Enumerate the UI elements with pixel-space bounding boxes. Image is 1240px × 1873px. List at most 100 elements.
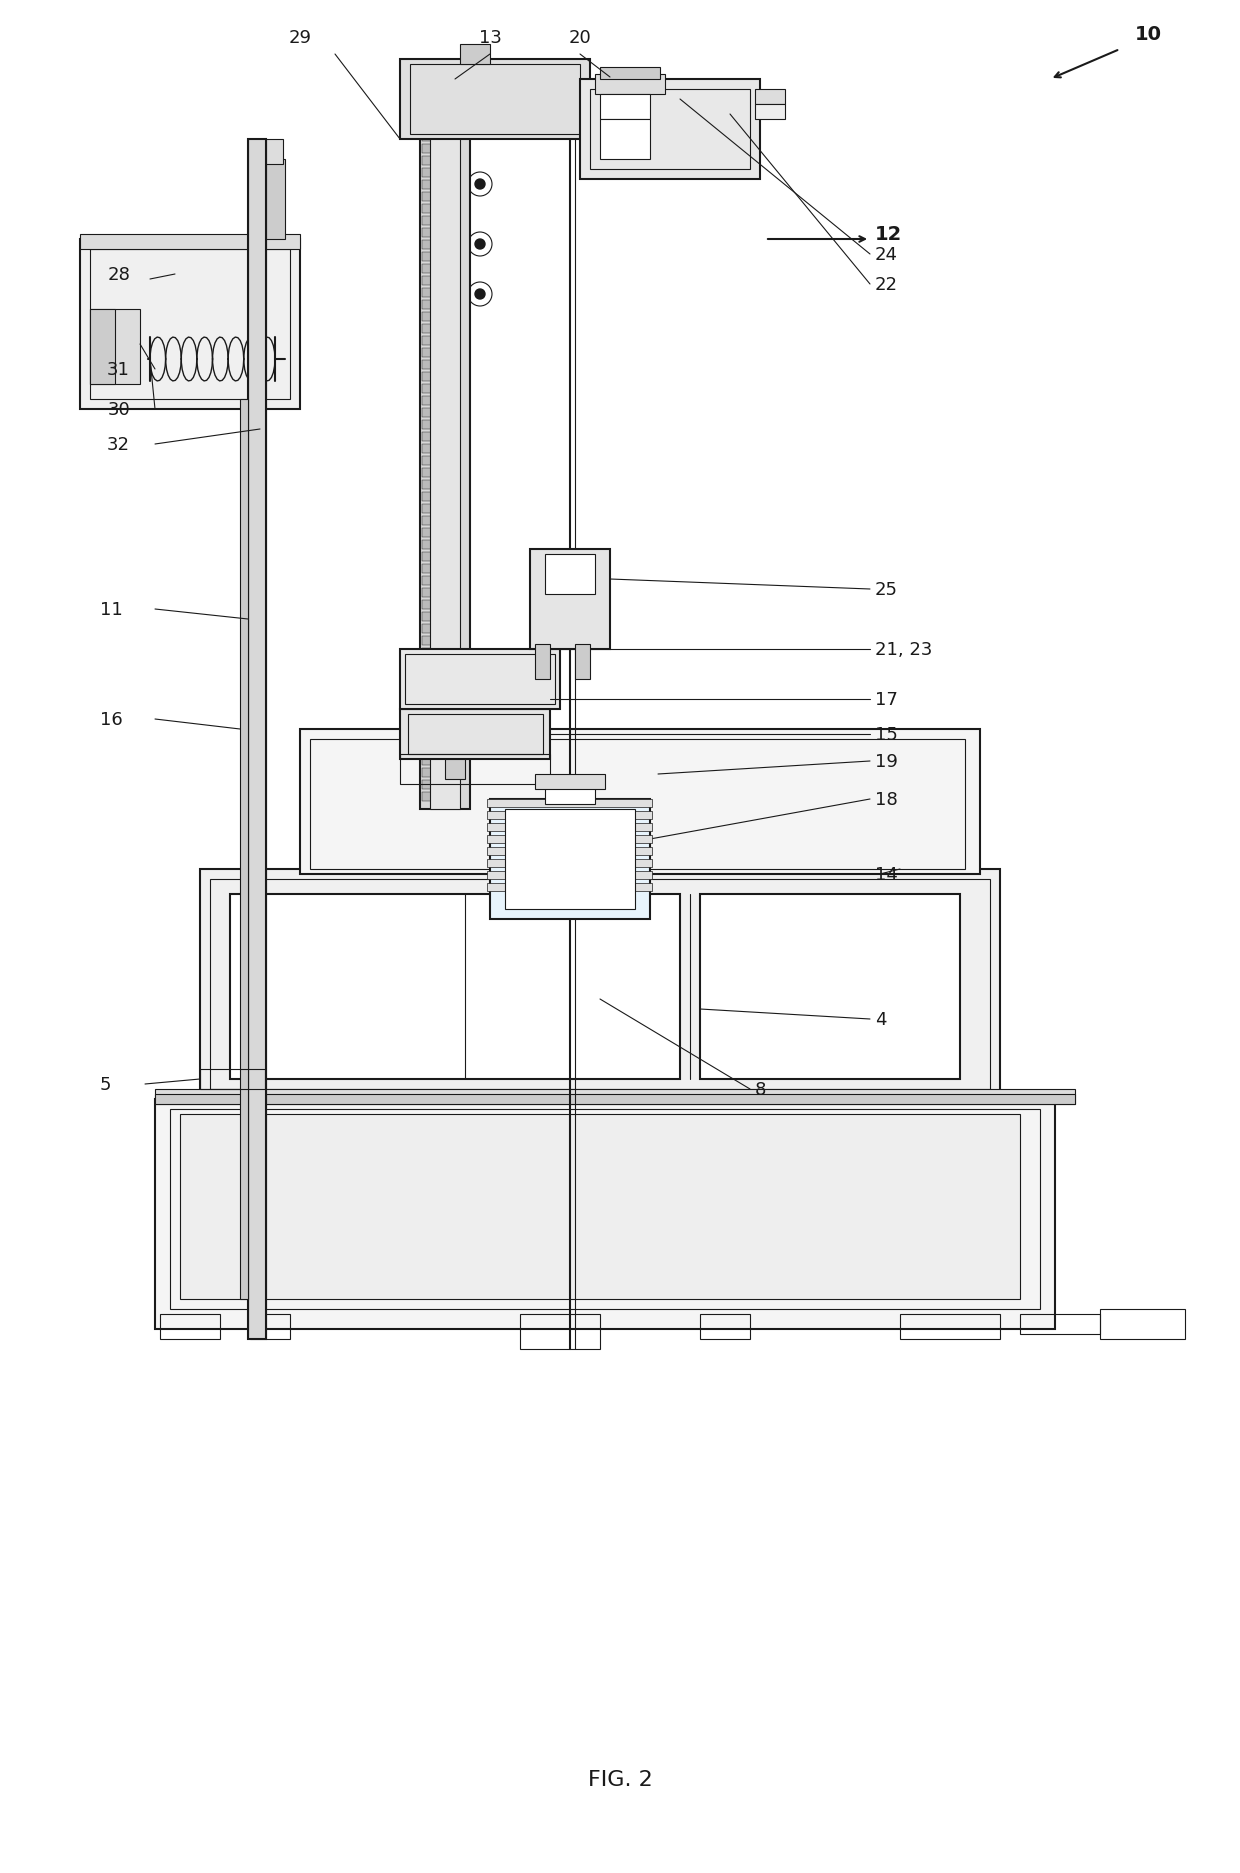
Text: 30: 30 bbox=[107, 401, 130, 420]
Bar bbox=[575, 644, 590, 680]
Bar bbox=[600, 96, 650, 120]
Bar bbox=[580, 81, 760, 180]
Bar bbox=[422, 324, 432, 333]
Bar bbox=[91, 309, 140, 384]
Bar bbox=[405, 656, 556, 704]
Bar bbox=[210, 880, 990, 1090]
Bar bbox=[422, 637, 432, 646]
Bar bbox=[200, 869, 999, 1099]
Bar bbox=[422, 433, 432, 442]
Bar bbox=[422, 253, 432, 262]
Text: 22: 22 bbox=[875, 275, 898, 294]
Text: 21, 23: 21, 23 bbox=[875, 641, 932, 659]
Bar bbox=[487, 848, 652, 856]
Bar bbox=[81, 240, 300, 410]
Bar bbox=[430, 81, 460, 809]
Bar bbox=[422, 337, 432, 347]
Text: 16: 16 bbox=[100, 710, 123, 729]
Text: 24: 24 bbox=[875, 245, 898, 264]
Bar bbox=[422, 84, 432, 94]
Bar bbox=[422, 588, 432, 597]
Bar bbox=[260, 159, 285, 240]
Bar bbox=[422, 468, 432, 478]
Bar bbox=[422, 361, 432, 369]
Circle shape bbox=[475, 290, 485, 300]
Bar bbox=[534, 644, 551, 680]
Bar bbox=[422, 493, 432, 502]
Bar bbox=[250, 1315, 290, 1339]
Bar bbox=[422, 157, 432, 167]
Circle shape bbox=[486, 125, 494, 135]
Bar bbox=[422, 612, 432, 622]
Bar bbox=[422, 672, 432, 682]
Bar bbox=[546, 785, 595, 805]
Text: 25: 25 bbox=[875, 581, 898, 599]
Bar bbox=[422, 528, 432, 538]
Text: 17: 17 bbox=[875, 691, 898, 708]
Bar bbox=[422, 109, 432, 118]
Bar bbox=[422, 277, 432, 287]
Text: 4: 4 bbox=[875, 1010, 887, 1028]
Bar bbox=[755, 105, 785, 120]
Bar bbox=[534, 775, 605, 790]
Bar bbox=[422, 421, 432, 429]
Circle shape bbox=[475, 180, 485, 189]
Text: FIG. 2: FIG. 2 bbox=[588, 1770, 652, 1789]
Bar bbox=[422, 457, 432, 466]
Bar bbox=[155, 1090, 1075, 1105]
Circle shape bbox=[560, 1264, 570, 1274]
Bar bbox=[422, 264, 432, 273]
Bar bbox=[410, 66, 580, 135]
Bar bbox=[490, 800, 650, 920]
Bar bbox=[590, 90, 750, 170]
Text: 13: 13 bbox=[479, 28, 501, 47]
Bar bbox=[422, 242, 432, 249]
Bar bbox=[422, 302, 432, 309]
Bar bbox=[487, 811, 652, 820]
Bar bbox=[422, 182, 432, 189]
Bar bbox=[422, 781, 432, 790]
Bar bbox=[422, 601, 432, 611]
Bar bbox=[422, 504, 432, 513]
Text: 18: 18 bbox=[875, 790, 898, 809]
Bar bbox=[160, 1315, 219, 1339]
Bar bbox=[422, 553, 432, 562]
Bar bbox=[401, 60, 590, 140]
Bar bbox=[229, 895, 680, 1079]
Bar bbox=[422, 384, 432, 393]
Bar bbox=[487, 860, 652, 867]
Bar bbox=[422, 626, 432, 633]
Text: 20: 20 bbox=[569, 28, 591, 47]
Bar bbox=[422, 577, 432, 586]
Bar bbox=[401, 710, 551, 760]
Bar bbox=[529, 549, 610, 650]
Bar bbox=[420, 81, 470, 809]
Bar bbox=[300, 730, 980, 875]
Bar bbox=[155, 1094, 1075, 1105]
Bar bbox=[422, 564, 432, 573]
Bar bbox=[422, 348, 432, 358]
Bar bbox=[155, 1099, 1055, 1330]
Bar bbox=[422, 408, 432, 418]
Bar bbox=[422, 768, 432, 777]
Text: 15: 15 bbox=[875, 725, 898, 744]
Bar bbox=[422, 732, 432, 742]
Bar bbox=[422, 122, 432, 129]
Text: 31: 31 bbox=[107, 361, 130, 378]
Bar bbox=[505, 809, 635, 910]
Bar bbox=[422, 229, 432, 238]
Bar bbox=[422, 708, 432, 717]
Text: 14: 14 bbox=[875, 865, 898, 884]
Bar bbox=[1100, 1309, 1185, 1339]
Bar bbox=[81, 234, 300, 249]
Bar bbox=[487, 871, 652, 880]
Bar bbox=[900, 1315, 999, 1339]
Bar bbox=[701, 1315, 750, 1339]
Bar bbox=[595, 75, 665, 96]
Bar bbox=[422, 133, 432, 142]
Bar bbox=[422, 313, 432, 322]
Bar bbox=[422, 745, 432, 753]
Bar bbox=[422, 444, 432, 453]
Bar bbox=[422, 169, 432, 178]
Bar bbox=[1021, 1315, 1100, 1334]
